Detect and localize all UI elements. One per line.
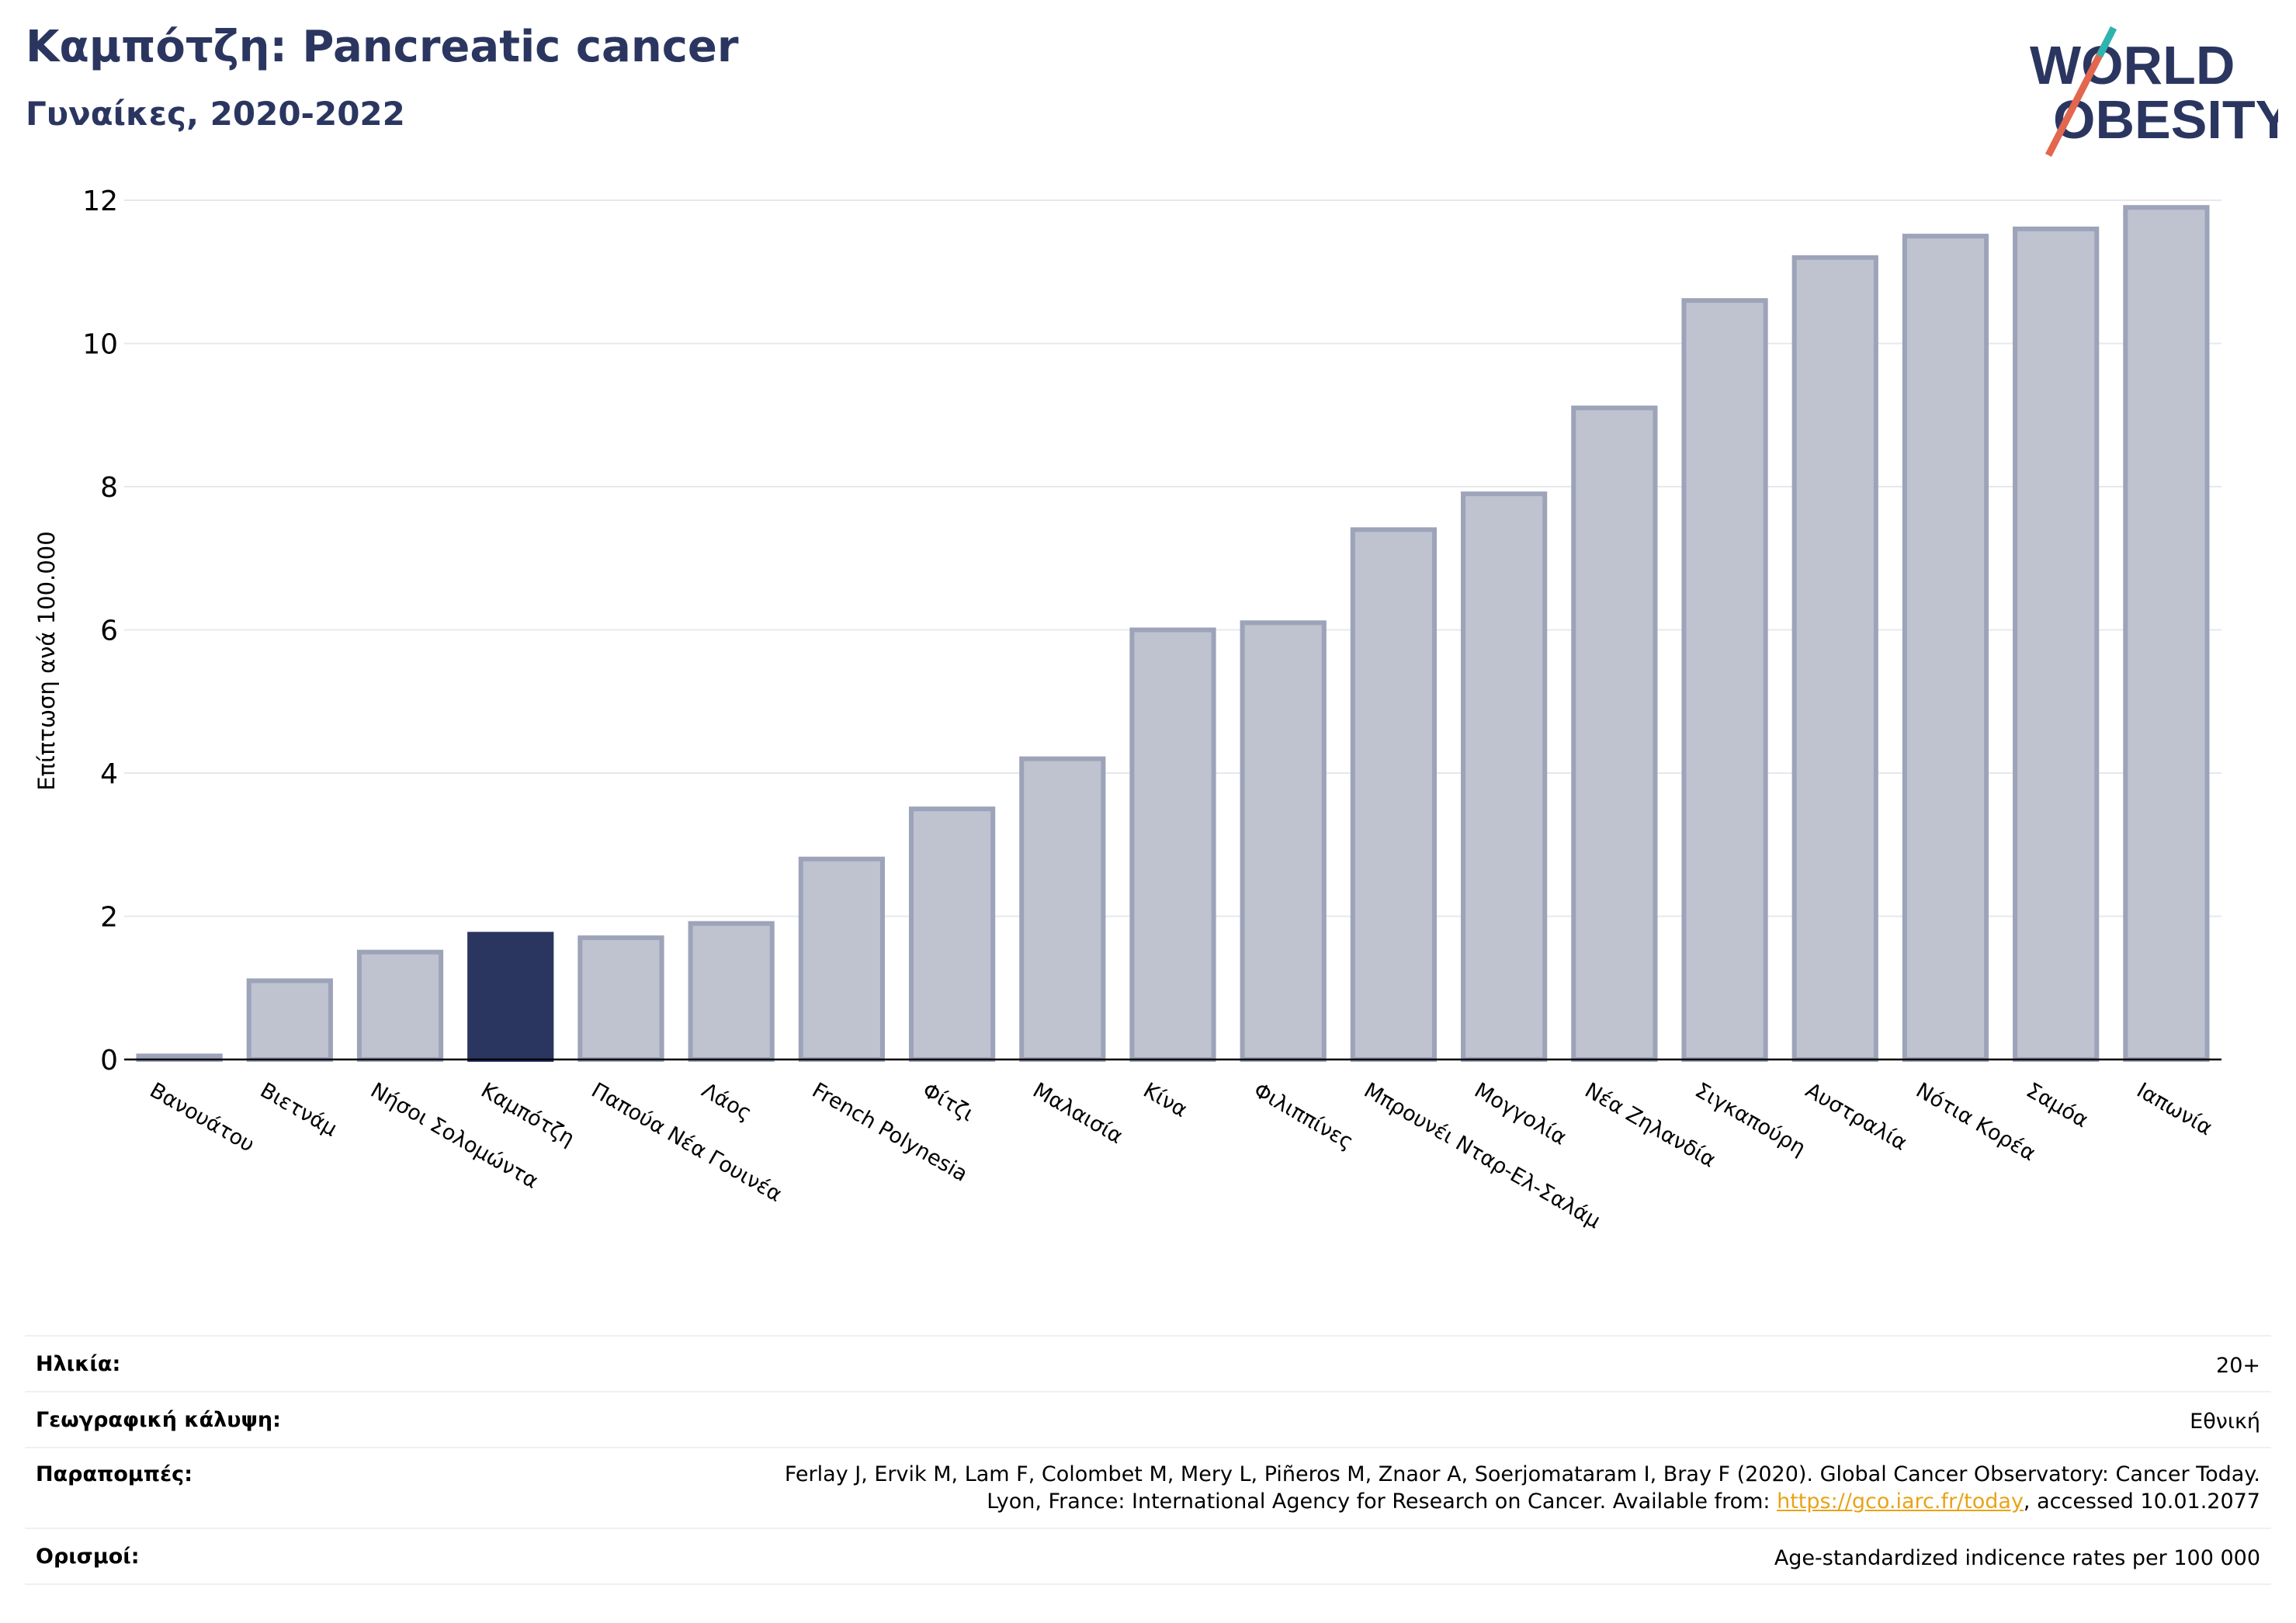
bar [356, 949, 444, 1062]
y-tick-label: 4 [100, 758, 118, 790]
meta-defs-value: Age-standardized indicence rates per 100… [1774, 1546, 2260, 1570]
x-tick-label: Αυστραλία [1802, 1078, 1911, 1156]
bar [1461, 491, 1548, 1062]
y-tick-label: 8 [100, 472, 118, 504]
meta-coverage-value: Εθνική [2190, 1410, 2260, 1434]
bar [577, 935, 664, 1063]
x-tick-label: Ιαπωνία [2132, 1078, 2216, 1140]
bar [2123, 205, 2210, 1063]
meta-coverage-label: Γεωγραφική κάλυψη: [36, 1408, 281, 1432]
logo-line1: WORLD [2030, 35, 2235, 95]
logo-line2: OBESITY [2053, 89, 2278, 150]
meta-refs-label: Παραπομπές: [36, 1462, 192, 1486]
x-tick-label: Φίτζι [918, 1078, 978, 1126]
bar [798, 856, 885, 1062]
bar [1350, 527, 1438, 1062]
meta-age-value: 20+ [2216, 1354, 2260, 1378]
x-tick-label: Βιετνάμ [256, 1078, 342, 1141]
world-obesity-logo: WORLD OBESITY [2030, 26, 2278, 158]
meta-row-age: Ηλικία: 20+ [25, 1335, 2271, 1391]
x-tick-label: Λάος [698, 1078, 756, 1125]
bar [908, 806, 996, 1062]
meta-row-coverage: Γεωγραφική κάλυψη: Εθνική [25, 1391, 2271, 1447]
logo-slash-teal [2096, 26, 2117, 58]
meta-refs-link[interactable]: https://gco.iarc.fr/today [1777, 1489, 2024, 1514]
bar [1019, 756, 1106, 1062]
bar [1902, 234, 1989, 1062]
metadata-table: Ηλικία: 20+ Γεωγραφική κάλυψη: Εθνική Πα… [25, 1335, 2271, 1585]
x-tick-label: Παπούα Νέα Γουινέα [587, 1078, 786, 1207]
x-tick-label: Φιλιππίνες [1250, 1078, 1358, 1154]
y-tick-label: 6 [100, 616, 118, 647]
bar [1240, 620, 1327, 1062]
x-tick-label: Νότια Κορέα [1912, 1078, 2040, 1166]
meta-refs-line2-post: , accessed 10.01.2077 [2023, 1489, 2260, 1514]
meta-defs-label: Ορισμοί: [36, 1545, 140, 1569]
meta-refs-line1: Ferlay J, Ervik M, Lam F, Colombet M, Me… [784, 1462, 2260, 1486]
x-tick-label: Κίνα [1139, 1078, 1191, 1122]
meta-refs-line2-pre: Lyon, France: International Agency for R… [987, 1489, 1777, 1514]
meta-age-label: Ηλικία: [36, 1352, 121, 1376]
meta-row-definitions: Ορισμοί: Age-standardized indicence rate… [25, 1528, 2271, 1585]
bar [1681, 298, 1768, 1062]
y-tick-label: 0 [100, 1045, 118, 1077]
x-tick-label: Βανουάτου [146, 1078, 258, 1157]
x-tick-label: Μαλαισία [1028, 1078, 1126, 1149]
y-tick-label: 2 [100, 902, 118, 934]
x-tick-label: Σαμόα [2022, 1078, 2092, 1132]
chart-title: Καμπότζη: Pancreatic cancer [26, 22, 739, 72]
x-tick-label: Καμπότζη [477, 1078, 578, 1151]
bar [688, 921, 775, 1062]
chart-subtitle: Γυναίκες, 2020-2022 [26, 95, 405, 133]
bar [467, 931, 554, 1062]
y-axis-ticks: 0 2 4 6 8 10 12 [82, 186, 118, 1077]
meta-refs-line2: Lyon, France: International Agency for R… [785, 1488, 2260, 1515]
bar [1571, 405, 1658, 1062]
bar [246, 978, 333, 1063]
y-tick-label: 12 [82, 186, 118, 217]
y-tick-label: 10 [82, 329, 118, 361]
bar [1129, 627, 1216, 1062]
meta-refs-value: Ferlay J, Ervik M, Lam F, Colombet M, Me… [785, 1461, 2260, 1515]
bar [1791, 255, 1878, 1062]
y-axis-label: Επίπτωση ανά 100.000 [33, 531, 60, 790]
bars [136, 205, 2210, 1063]
meta-row-references: Παραπομπές: Ferlay J, Ervik M, Lam F, Co… [25, 1447, 2271, 1528]
bar [2013, 226, 2100, 1062]
x-tick-label: Μογγολία [1470, 1078, 1570, 1150]
